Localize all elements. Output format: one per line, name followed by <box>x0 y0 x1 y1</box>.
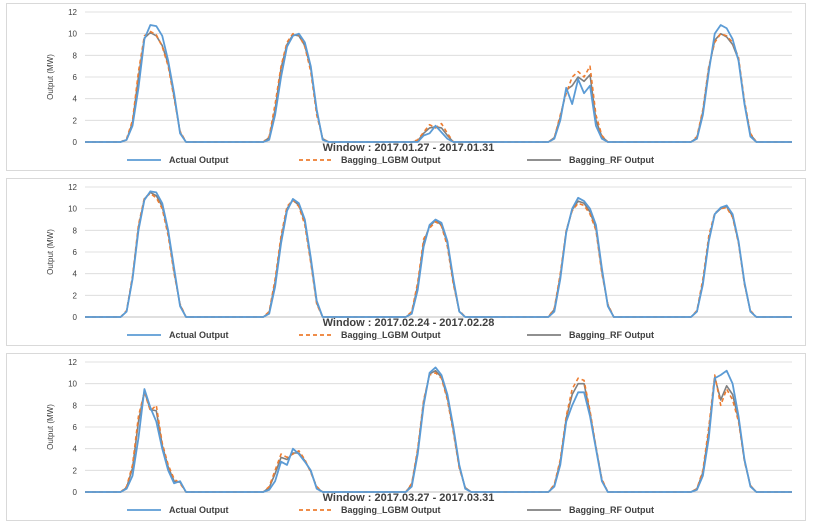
y-tick-label: 12 <box>68 183 77 192</box>
chart-panel-3: 0 2 4 6 8 10 12 Output (MW) Window : 2017.03.27 … <box>6 353 806 521</box>
series-line-lgbm <box>85 192 792 318</box>
y-tick-label: 10 <box>68 380 77 389</box>
y-tick-label: 4 <box>73 95 78 104</box>
series-line-rf <box>85 31 792 143</box>
legend-label-lgbm: Bagging_LGBM Output <box>341 505 440 515</box>
chart-panel-2: 0 2 4 6 8 10 12 Output (MW) Window : 2017.02.24 … <box>6 178 806 346</box>
chart-title: Window : 2017.01.27 - 2017.01.31 <box>323 142 495 154</box>
chart-title: Window : 2017.03.27 - 2017.03.31 <box>323 492 495 504</box>
legend-label-rf: Bagging_RF Output <box>569 155 654 165</box>
y-tick-label: 8 <box>73 401 78 410</box>
series-line-actual <box>85 366 792 493</box>
series-line-actual <box>85 24 792 143</box>
y-tick-label: 4 <box>73 270 78 279</box>
y-tick-label: 12 <box>68 358 77 367</box>
y-tick-label: 6 <box>73 73 78 82</box>
y-tick-label: 2 <box>73 116 78 125</box>
y-axis-label: Output (MW) <box>46 54 55 100</box>
series-line-rf <box>85 191 792 318</box>
y-tick-label: 0 <box>73 488 78 497</box>
legend-label-actual: Actual Output <box>169 155 229 165</box>
y-tick-label: 8 <box>73 226 78 235</box>
y-tick-label: 6 <box>73 423 78 432</box>
legend-label-lgbm: Bagging_LGBM Output <box>341 155 440 165</box>
series-line-rf <box>85 369 792 493</box>
y-tick-label: 2 <box>73 466 78 475</box>
series-line-actual <box>85 190 792 318</box>
y-tick-label: 4 <box>73 445 78 454</box>
y-tick-label: 0 <box>73 138 78 147</box>
chart-panel-1: 0 2 4 6 8 10 12 Output (MW) Window : 2017.01.27 … <box>6 3 806 171</box>
y-tick-label: 6 <box>73 248 78 257</box>
legend-label-rf: Bagging_RF Output <box>569 505 654 515</box>
chart-2: 0 2 4 6 8 10 12 Output (MW) Window : 2017.02.24 … <box>46 183 792 340</box>
chart-title: Window : 2017.02.24 - 2017.02.28 <box>323 317 495 329</box>
legend-label-actual: Actual Output <box>169 330 229 340</box>
chart-1: 0 2 4 6 8 10 12 Output (MW) Window : 2017.01.27 … <box>46 8 792 165</box>
y-axis-label: Output (MW) <box>46 229 55 275</box>
chart-3: 0 2 4 6 8 10 12 Output (MW) Window : 2017.03.27 … <box>46 358 792 515</box>
y-tick-label: 10 <box>68 205 77 214</box>
y-tick-label: 2 <box>73 291 78 300</box>
legend-label-actual: Actual Output <box>169 505 229 515</box>
y-tick-label: 10 <box>68 30 77 39</box>
series-line-lgbm <box>85 372 792 493</box>
legend-label-lgbm: Bagging_LGBM Output <box>341 330 440 340</box>
series-line-lgbm <box>85 30 792 143</box>
legend-label-rf: Bagging_RF Output <box>569 330 654 340</box>
y-tick-label: 12 <box>68 8 77 17</box>
y-axis-label: Output (MW) <box>46 404 55 450</box>
y-tick-label: 8 <box>73 51 78 60</box>
y-tick-label: 0 <box>73 313 78 322</box>
